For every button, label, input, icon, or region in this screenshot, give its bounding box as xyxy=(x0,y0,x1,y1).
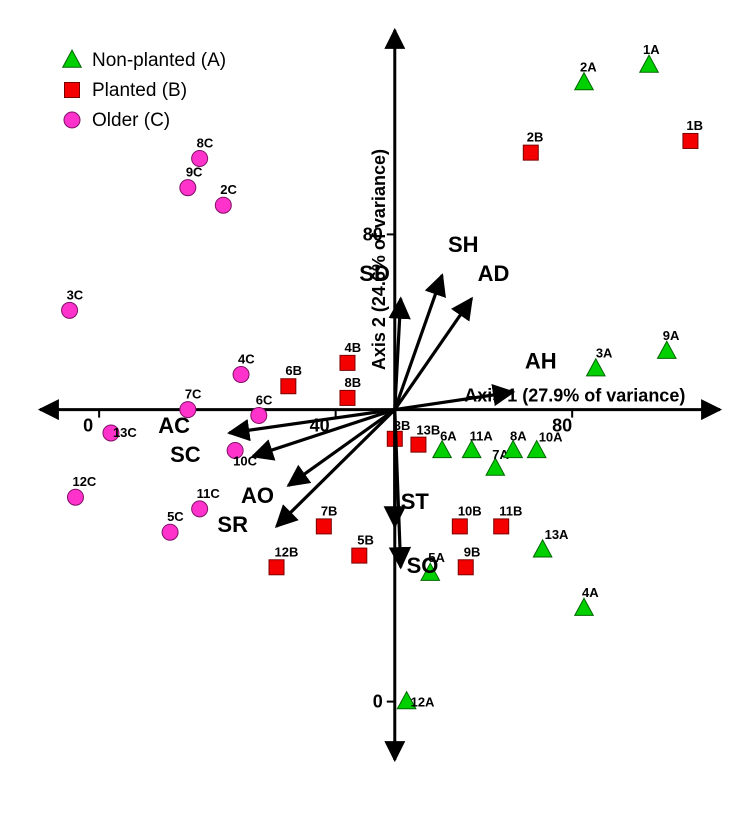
vector-label: SD xyxy=(359,261,390,286)
point-label: 4C xyxy=(238,352,255,367)
marker-circle xyxy=(215,197,231,213)
marker-square xyxy=(452,519,467,534)
marker-circle xyxy=(162,524,178,540)
point-label: 5C xyxy=(167,509,184,524)
point-label: 13A xyxy=(545,527,569,542)
point-label: 2A xyxy=(580,60,597,75)
point-label: 1B xyxy=(686,118,703,133)
point-label: 4B xyxy=(344,340,361,355)
marker-square xyxy=(458,560,473,575)
marker-circle xyxy=(251,407,267,423)
point-label: 11B xyxy=(499,503,522,518)
point-label: 2C xyxy=(220,182,237,197)
point-label: 8C xyxy=(197,135,214,150)
point-label: 12A xyxy=(411,695,435,710)
point-label: 5B xyxy=(357,533,374,548)
point-label: 9A xyxy=(663,328,680,343)
point-label: 12B xyxy=(275,544,299,559)
vector-label: AO xyxy=(241,483,274,508)
point-label: 9B xyxy=(464,544,481,559)
vector-label: SO xyxy=(407,553,439,578)
vector-label: AC xyxy=(158,413,190,438)
biplot: Axis 1 (27.9% of variance)Axis 2 (24.6% … xyxy=(0,0,744,840)
x-tick-label: 0 xyxy=(83,416,93,436)
point-label: 4A xyxy=(582,585,599,600)
marker-square xyxy=(683,133,698,148)
chart-container: { "chart": { "type": "biplot", "width": … xyxy=(0,0,744,840)
marker-square xyxy=(340,390,355,405)
marker-square xyxy=(523,145,538,160)
point-label: 7B xyxy=(321,503,338,518)
y-axis-label: Axis 2 (24.6% of variance) xyxy=(369,149,389,370)
point-label: 1A xyxy=(643,42,660,57)
point-label: 12C xyxy=(72,474,96,489)
marker-circle xyxy=(64,112,80,128)
vector-label: ST xyxy=(401,489,430,514)
vector-label: SC xyxy=(170,442,201,467)
legend-label: Planted (B) xyxy=(92,80,187,101)
point-label: 13B xyxy=(416,423,440,438)
marker-circle xyxy=(180,180,196,196)
marker-square xyxy=(411,437,426,452)
vector-label: AH xyxy=(525,349,557,374)
point-label: 10A xyxy=(539,429,563,444)
point-label: 6B xyxy=(285,363,302,378)
legend-label: Non-planted (A) xyxy=(92,50,226,71)
marker-square xyxy=(269,560,284,575)
marker-circle xyxy=(67,489,83,505)
point-label: 9C xyxy=(186,165,203,180)
point-label: 8B xyxy=(344,375,361,390)
point-label: 2B xyxy=(527,130,544,145)
point-label: 13C xyxy=(113,425,137,440)
point-label: 3C xyxy=(67,287,84,302)
point-label: 11A xyxy=(470,428,494,443)
marker-square xyxy=(494,519,509,534)
point-label: 8A xyxy=(510,428,527,443)
legend-label: Older (C) xyxy=(92,110,170,131)
y-tick-label: 80 xyxy=(363,224,383,244)
point-label: 6C xyxy=(256,392,273,407)
marker-circle xyxy=(62,302,78,318)
point-label: 10B xyxy=(458,503,482,518)
marker-square xyxy=(281,379,296,394)
point-label: 3A xyxy=(596,346,613,361)
point-label: 11C xyxy=(197,486,221,501)
point-label: 6A xyxy=(440,428,457,443)
marker-square xyxy=(65,83,80,98)
point-label: 7C xyxy=(185,387,202,402)
y-tick-label: 0 xyxy=(373,692,383,712)
marker-square xyxy=(316,519,331,534)
marker-square xyxy=(352,548,367,563)
marker-square xyxy=(340,355,355,370)
vector-label: AD xyxy=(478,261,510,286)
marker-circle xyxy=(192,501,208,517)
vector-label: SR xyxy=(217,512,248,537)
vector-label: SH xyxy=(448,232,479,257)
marker-circle xyxy=(233,367,249,383)
